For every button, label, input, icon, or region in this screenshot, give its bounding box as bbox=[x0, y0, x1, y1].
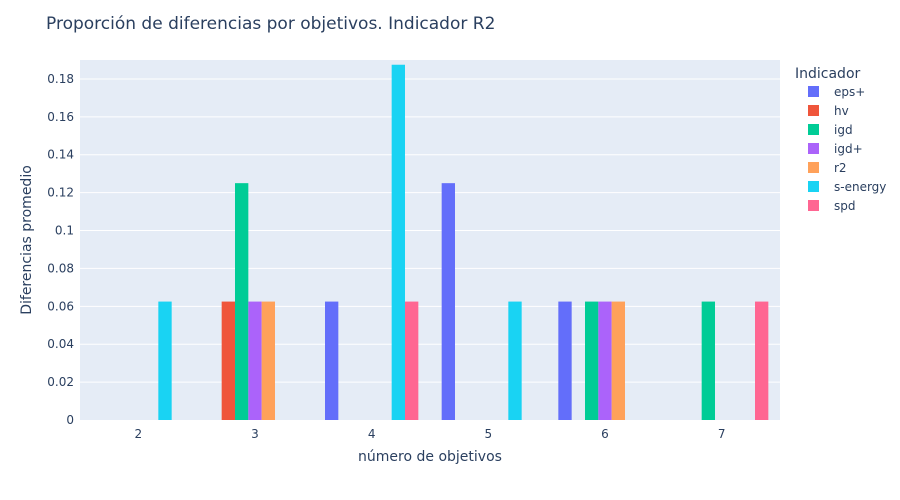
y-tick-label: 0.14 bbox=[47, 148, 74, 162]
bar-igd-6 bbox=[585, 301, 599, 420]
bar-s-energy-5 bbox=[508, 301, 522, 420]
x-axis-title: número de objetivos bbox=[358, 449, 502, 465]
bar-r2-6 bbox=[611, 301, 625, 420]
legend-label: igd bbox=[834, 123, 853, 137]
legend-item[interactable]: hv bbox=[808, 104, 849, 118]
bar-eps+-6 bbox=[558, 301, 572, 420]
x-tick-label: 2 bbox=[135, 427, 143, 441]
bar-igd+-6 bbox=[598, 301, 612, 420]
y-tick-label: 0.1 bbox=[55, 224, 74, 238]
legend-swatch bbox=[808, 162, 819, 173]
y-tick-label: 0.06 bbox=[47, 299, 74, 313]
legend-swatch bbox=[808, 143, 819, 154]
legend: Indicador eps+ hv igd igd+ r2 s-energy spd bbox=[795, 66, 886, 213]
legend-label: r2 bbox=[834, 161, 847, 175]
legend-swatch bbox=[808, 105, 819, 116]
bar-r2-3 bbox=[261, 301, 275, 420]
bar-spd-4 bbox=[405, 301, 419, 420]
legend-item[interactable]: igd bbox=[808, 123, 853, 137]
bar-hv-3 bbox=[221, 301, 235, 420]
bar-s-energy-2 bbox=[158, 301, 172, 420]
y-axis-title: Diferencias promedio bbox=[19, 165, 35, 315]
y-tick-label: 0.04 bbox=[47, 337, 74, 351]
x-tick-label: 7 bbox=[718, 427, 726, 441]
legend-label: s-energy bbox=[834, 180, 886, 194]
x-tick-label: 4 bbox=[368, 427, 376, 441]
legend-swatch bbox=[808, 124, 819, 135]
gridlines bbox=[80, 78, 780, 383]
legend-item[interactable]: igd+ bbox=[808, 142, 863, 156]
bar-s-energy-4 bbox=[391, 64, 405, 420]
bar-igd+-3 bbox=[248, 301, 262, 420]
y-tick-label: 0.16 bbox=[47, 110, 74, 124]
legend-item[interactable]: eps+ bbox=[808, 85, 865, 99]
y-tick-label: 0.08 bbox=[47, 261, 74, 275]
x-axis-ticks: 2 3 4 5 6 7 bbox=[135, 427, 726, 441]
legend-swatch bbox=[808, 86, 819, 97]
legend-swatch bbox=[808, 181, 819, 192]
bar-igd-7 bbox=[701, 301, 715, 420]
y-tick-label: 0 bbox=[66, 413, 74, 427]
legend-item[interactable]: spd bbox=[808, 199, 856, 213]
x-tick-label: 6 bbox=[601, 427, 609, 441]
y-tick-label: 0.02 bbox=[47, 375, 74, 389]
legend-label: hv bbox=[834, 104, 849, 118]
legend-label: igd+ bbox=[834, 142, 863, 156]
plot-background bbox=[80, 60, 780, 420]
bars bbox=[158, 64, 769, 420]
y-axis-ticks: 0 0.02 0.04 0.06 0.08 0.1 0.12 0.14 0.16 0.18 bbox=[47, 72, 74, 427]
bar-igd-3 bbox=[235, 183, 249, 420]
legend-title: Indicador bbox=[795, 66, 861, 82]
legend-swatch bbox=[808, 200, 819, 211]
bar-eps+-5 bbox=[441, 183, 455, 420]
x-tick-label: 3 bbox=[251, 427, 259, 441]
bar-eps+-4 bbox=[325, 301, 339, 420]
legend-label: spd bbox=[834, 199, 856, 213]
legend-item[interactable]: s-energy bbox=[808, 180, 886, 194]
y-tick-label: 0.12 bbox=[47, 186, 74, 200]
chart-title: Proporción de diferencias por objetivos.… bbox=[46, 14, 496, 34]
bar-spd-7 bbox=[755, 301, 769, 420]
y-tick-label: 0.18 bbox=[47, 72, 74, 86]
x-tick-label: 5 bbox=[485, 427, 493, 441]
legend-item[interactable]: r2 bbox=[808, 161, 847, 175]
legend-label: eps+ bbox=[834, 85, 865, 99]
